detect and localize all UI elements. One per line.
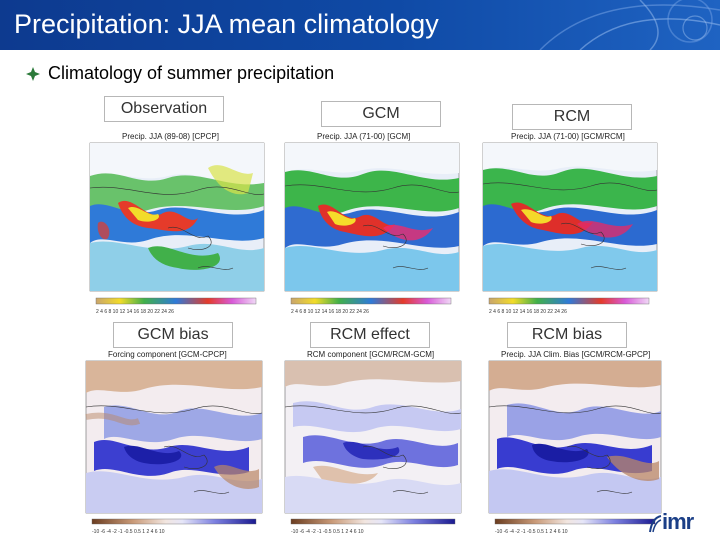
panel-rcm-effect-map: RCM component [GCM/RCM-GCM] -10 -6 -4 -2…	[283, 347, 462, 537]
label-gcm-bias: GCM bias	[113, 322, 233, 348]
panel-gcm-bias-map: Forcing component [GCM-CPCP] -10 -6 -4 -…	[84, 347, 263, 537]
panel-title: Precip. JJA (89-08) [CPCP]	[122, 132, 219, 141]
label-observation: Observation	[104, 96, 224, 122]
colorbar-ticks: 2 4 6 8 10 12 14 16 18 20 22 24 26	[96, 309, 174, 315]
label-rcm: RCM	[512, 104, 632, 130]
colorbar-ticks: -10 -6 -4 -2 -1 -0.5 0.5 1 2 4 6 10	[92, 529, 165, 535]
logo-text: imr	[662, 509, 694, 534]
panel-title: Precip. JJA Clim. Bias [GCM/RCM-GPCP]	[501, 350, 650, 359]
diamond-bullet-icon	[26, 66, 40, 81]
header-swirl-graphic	[539, 0, 720, 50]
panel-rcm-bias-map: Precip. JJA Clim. Bias [GCM/RCM-GPCP] -1…	[487, 347, 665, 537]
label-rcm-effect: RCM effect	[310, 322, 430, 348]
slide-subtitle: Climatology of summer precipitation	[26, 63, 334, 84]
colorbar-ticks: -10 -6 -4 -2 -1 -0.5 0.5 1 2 4 6 10	[495, 529, 568, 535]
subtitle-text: Climatology of summer precipitation	[48, 63, 335, 83]
panel-rcm-map: Precip. JJA (71-00) [GCM/RCM] 2 4 6 8 10…	[481, 128, 659, 316]
title-bar: Precipitation: JJA mean climatology	[0, 0, 720, 50]
institute-logo: imr	[648, 509, 720, 540]
colorbar-ticks: 2 4 6 8 10 12 14 16 18 20 22 24 26	[291, 309, 369, 315]
colorbar-ticks: -10 -6 -4 -2 -1 -0.5 0.5 1 2 4 6 10	[291, 529, 364, 535]
panel-title: RCM component [GCM/RCM-GCM]	[307, 350, 434, 359]
logo-swirl-icon	[649, 515, 662, 533]
panel-title: Precip. JJA (71-00) [GCM/RCM]	[511, 132, 625, 141]
panel-observation-map: Precip. JJA (89-08) [CPCP] 2 4 6 8 10 12…	[88, 128, 266, 316]
label-rcm-bias: RCM bias	[507, 322, 627, 348]
label-gcm: GCM	[321, 101, 441, 127]
panel-gcm-map: Precip. JJA (71-00) [GCM] 2 4 6 8 10 12 …	[283, 128, 461, 316]
slide-title: Precipitation: JJA mean climatology	[14, 9, 439, 39]
colorbar-ticks: 2 4 6 8 10 12 14 16 18 20 22 24 26	[489, 309, 567, 315]
panel-title: Forcing component [GCM-CPCP]	[108, 350, 227, 359]
panel-title: Precip. JJA (71-00) [GCM]	[317, 132, 410, 141]
